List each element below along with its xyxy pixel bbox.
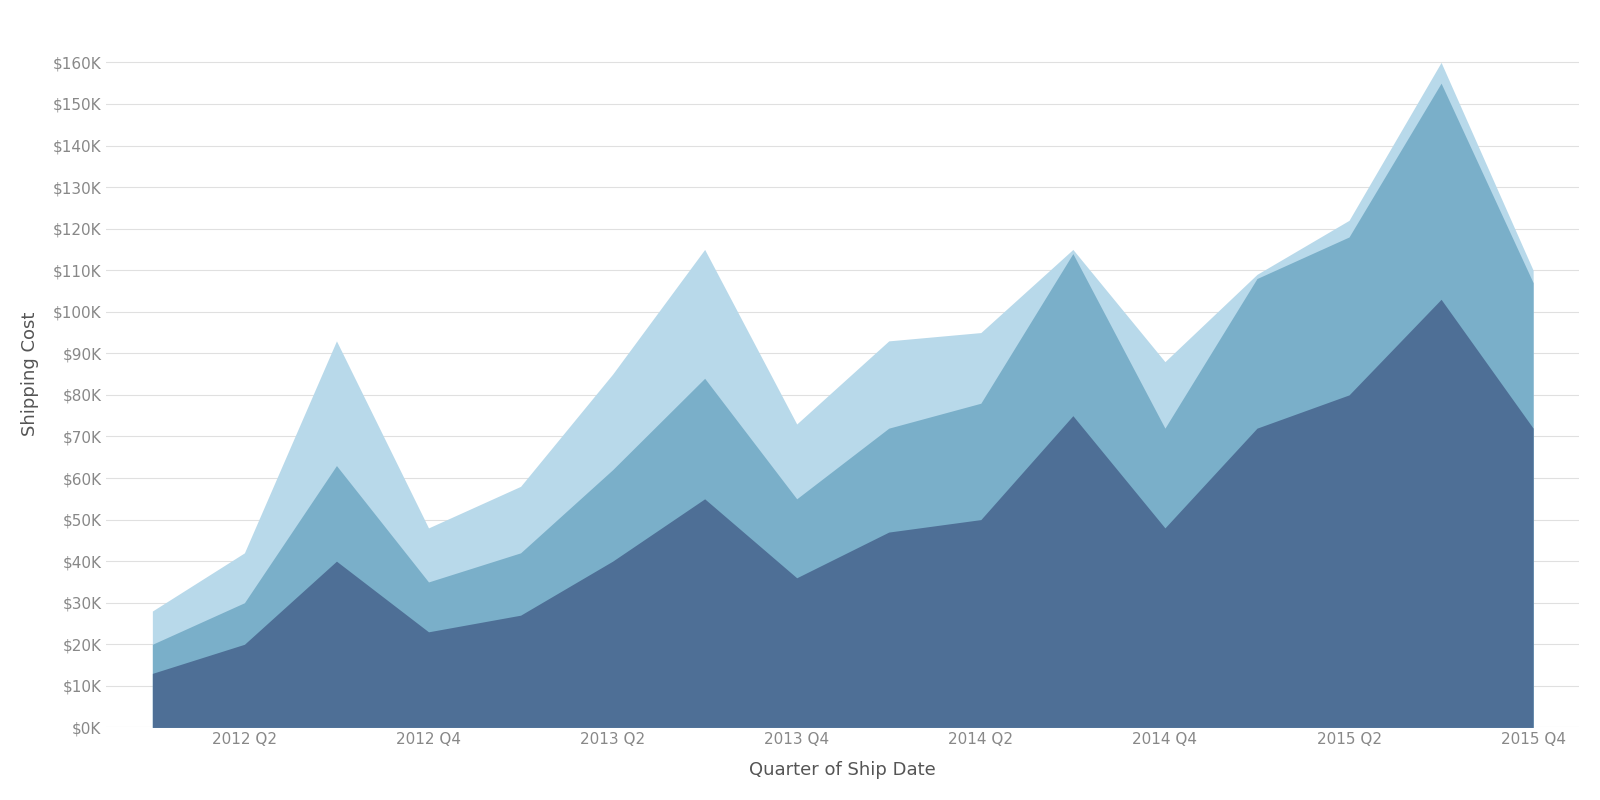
- Y-axis label: Shipping Cost: Shipping Cost: [21, 312, 38, 436]
- X-axis label: Quarter of Ship Date: Quarter of Ship Date: [749, 761, 936, 779]
